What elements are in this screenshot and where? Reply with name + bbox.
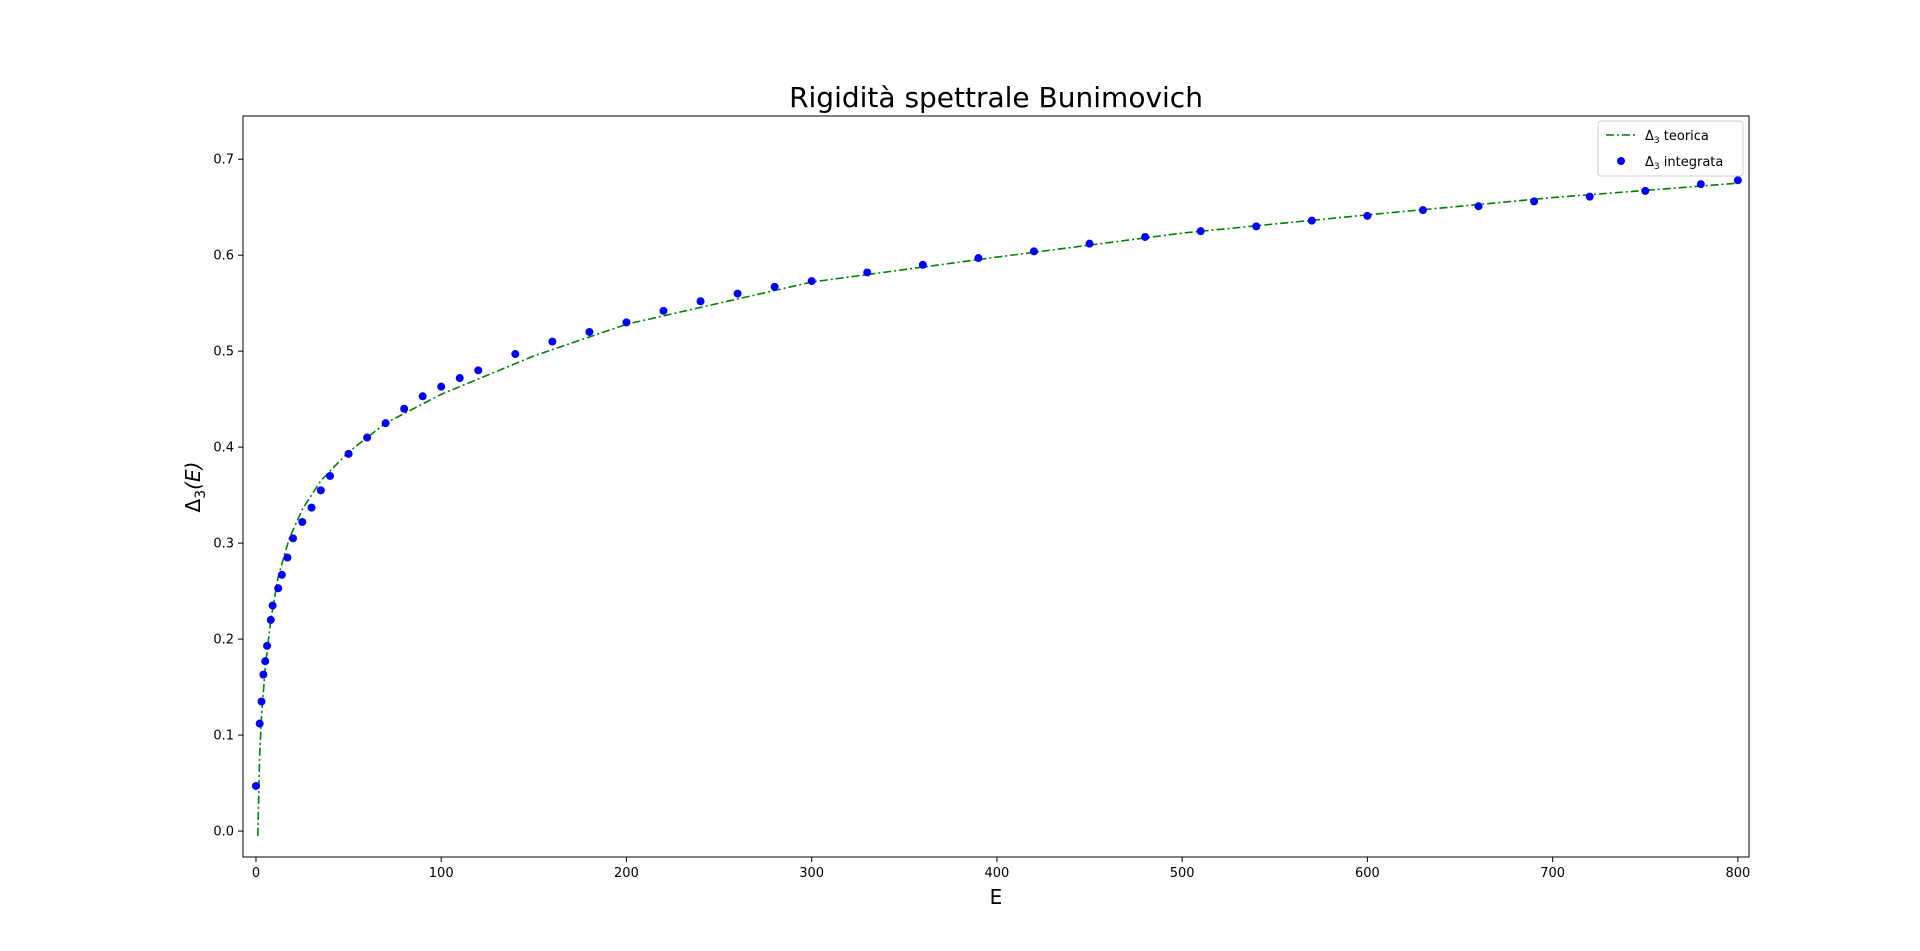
data-point-integrated [400,404,409,413]
data-point-integrated [283,553,292,562]
data-point-integrated [863,268,872,277]
x-axis-label: E [990,885,1003,909]
data-point-integrated [307,503,316,512]
data-point-integrated [807,277,816,286]
data-point-integrated [1474,202,1483,211]
legend-label-theory: Δ3 teorica [1645,129,1709,146]
data-point-integrated [474,366,483,375]
series-line-theory [257,182,1738,836]
y-tick-label: 0.6 [213,249,234,264]
data-point-integrated [298,518,307,527]
data-point-integrated [659,306,668,315]
x-tick-label: 0 [252,866,260,881]
data-point-integrated [1196,227,1205,236]
axis-ticks: 0 100 200 300 400 500 600 700 800 0.0 0.1 0.2 0.3 0.4… [213,153,1750,881]
data-point-integrated [511,350,520,359]
data-point-integrated [268,601,277,610]
data-point-integrated [255,719,264,728]
data-point-integrated [1363,211,1372,220]
y-tick-label: 0.1 [213,729,234,744]
data-point-integrated [1252,222,1261,231]
data-point-integrated [1029,247,1038,256]
data-point-integrated [437,382,446,391]
data-point-integrated [548,337,557,346]
data-point-integrated [344,449,353,458]
x-tick-label: 200 [614,866,639,881]
y-tick-label: 0.5 [213,345,234,360]
axes-frame [242,115,1750,858]
plot-area [251,176,1742,836]
x-tick-label: 700 [1540,866,1565,881]
data-point-integrated [1085,239,1094,248]
legend-label-integrated: Δ3 integrata [1645,155,1723,172]
data-point-integrated [918,260,927,269]
data-point-integrated [1141,232,1150,241]
data-point-integrated [770,282,779,291]
data-point-integrated [622,318,631,327]
data-point-integrated [733,289,742,298]
data-point-integrated [1530,197,1539,206]
data-point-integrated [696,297,705,306]
x-tick-label: 500 [1170,866,1195,881]
data-point-integrated [316,486,325,495]
data-point-integrated [381,419,390,428]
data-point-integrated [974,254,983,263]
y-tick-label: 0.2 [213,633,234,648]
data-point-integrated [1696,180,1705,189]
data-point-integrated [251,781,260,790]
data-point-integrated [1418,206,1427,215]
data-point-integrated [363,433,372,442]
data-point-integrated [289,534,298,543]
data-point-integrated [263,641,272,650]
legend-marker-swatch [1617,157,1625,165]
data-point-integrated [1585,192,1594,201]
data-point-integrated [266,615,275,624]
x-tick-label: 400 [985,866,1010,881]
data-point-integrated [1641,186,1650,195]
x-tick-label: 600 [1355,866,1380,881]
y-tick-label: 0.7 [213,153,234,168]
data-point-integrated [455,374,464,383]
x-tick-label: 100 [429,866,454,881]
chart-title: Rigidità spettrale Bunimovich [789,81,1203,114]
x-tick-label: 300 [799,866,824,881]
data-point-integrated [1733,176,1742,185]
data-point-integrated [277,570,286,579]
y-axis-label: Δ3(E) [181,462,209,513]
data-point-integrated [257,697,266,706]
y-tick-label: 0.4 [213,441,234,456]
data-point-integrated [585,327,594,336]
y-tick-label: 0.3 [213,537,234,552]
data-point-integrated [1307,216,1316,225]
legend: Δ3 teorica Δ3 integrata [1597,120,1744,177]
x-tick-label: 800 [1725,866,1750,881]
data-point-integrated [326,471,335,480]
data-point-integrated [274,584,283,593]
y-tick-label: 0.0 [213,825,234,840]
data-point-integrated [418,392,427,401]
data-point-integrated [261,657,270,666]
data-point-integrated [259,670,268,679]
